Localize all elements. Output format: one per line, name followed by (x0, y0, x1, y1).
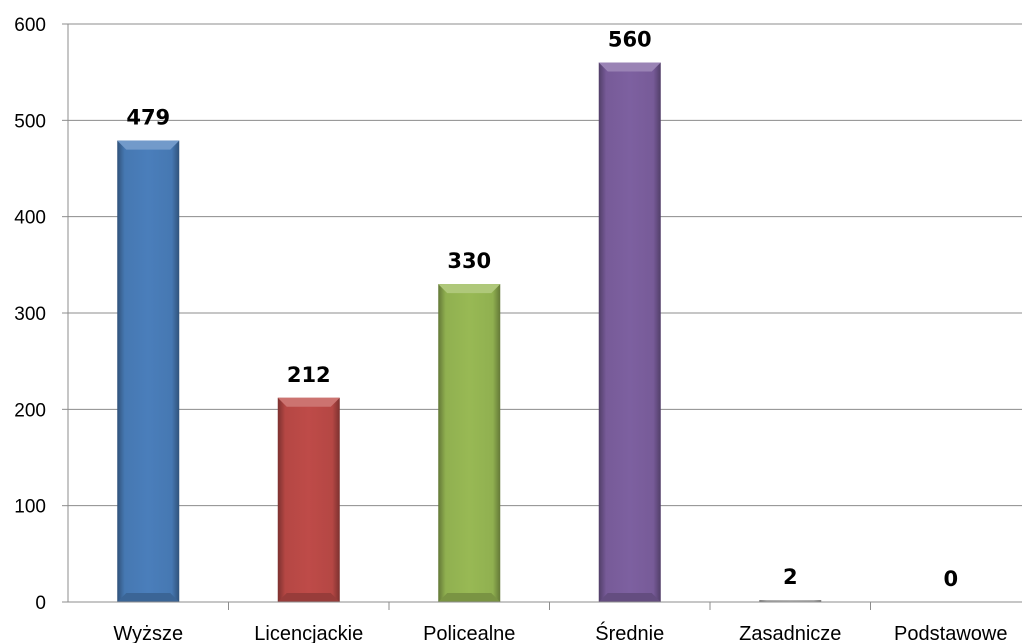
data-label: 212 (287, 363, 331, 387)
x-tick-label: Zasadnicze (739, 623, 841, 643)
data-labels: 479 212 330 560 2 0 (126, 28, 958, 591)
x-tick-label: Wyższe (113, 623, 183, 643)
data-label: 0 (943, 567, 958, 591)
bar-bevel-bottom (598, 593, 661, 602)
y-tick-label: 0 (35, 593, 46, 614)
data-label: 330 (447, 249, 491, 273)
bar-bevel-top (438, 284, 501, 294)
gridlines (62, 23, 1022, 603)
y-tick-label: 300 (14, 304, 46, 325)
x-axis (62, 24, 1022, 610)
x-tick-label: Średnie (595, 621, 664, 643)
data-label: 2 (783, 565, 798, 589)
bar-bevel-bottom (117, 593, 180, 602)
y-tick-label: 500 (14, 111, 46, 132)
y-tick-label: 400 (14, 208, 46, 229)
data-label: 560 (608, 28, 652, 52)
bar-bevel-bottom (277, 593, 340, 602)
bar-Zasadnicze (759, 600, 822, 602)
y-tick-label: 600 (14, 15, 46, 36)
x-axis-labels: Wyższe Licencjackie Policealne Średnie Zasad… (113, 621, 1007, 643)
y-tick-label: 100 (14, 497, 46, 518)
y-axis-ticks: 0 100 200 300 400 500 600 (14, 15, 46, 614)
x-tick-label: Podstawowe (894, 623, 1007, 643)
bars (117, 62, 822, 603)
y-tick-label: 200 (14, 400, 46, 421)
data-label: 479 (126, 106, 170, 130)
bar-bevel-top (117, 140, 180, 150)
bar-bevel-top (277, 397, 340, 407)
bar-Średnie (598, 62, 661, 603)
bar-bevel-top (598, 62, 661, 72)
bar-Policealne (438, 284, 501, 602)
x-tick-label: Licencjackie (254, 623, 363, 643)
x-tick-label: Policealne (423, 623, 515, 643)
bar-Licencjackie (277, 397, 340, 602)
bar-bevel-bottom (438, 593, 501, 602)
bar-Wyższe (117, 140, 180, 602)
